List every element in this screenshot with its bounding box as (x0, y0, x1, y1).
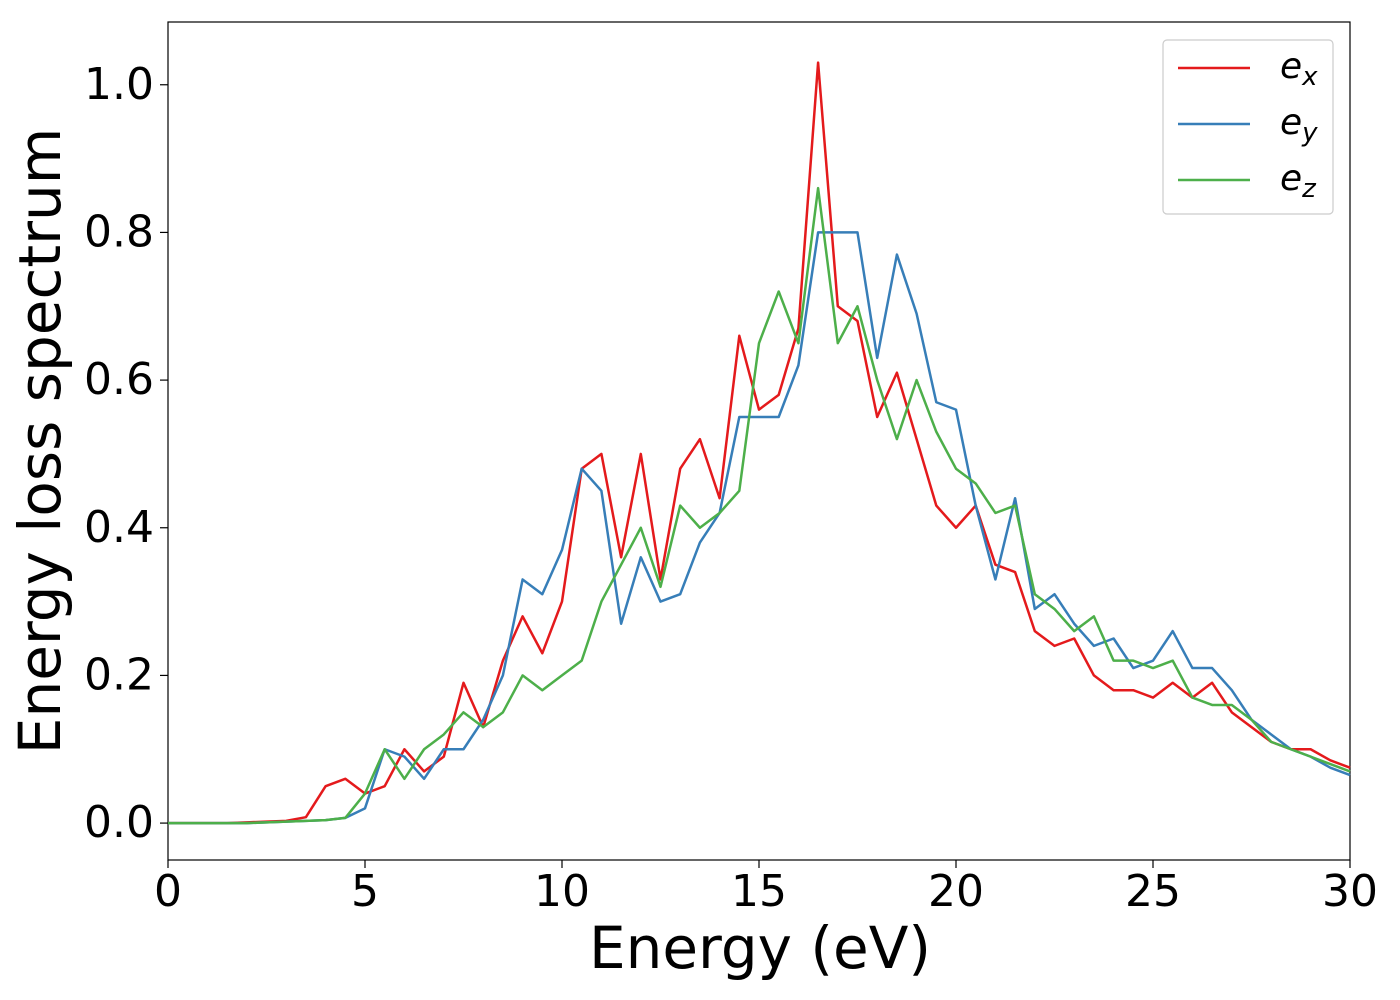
y-tick-label: 0.6 (84, 354, 154, 405)
y-axis-label: Energy loss spectrum (6, 128, 74, 754)
y-tick-label: 0.2 (84, 649, 154, 700)
legend-label: ey (1280, 102, 1318, 148)
legend-label: ez (1280, 158, 1317, 204)
series-line (168, 186, 1351, 825)
series-line (168, 231, 1351, 825)
x-tick-label: 5 (351, 866, 379, 917)
legend-box (1162, 39, 1334, 215)
plot-frame (167, 21, 1351, 861)
x-tick-label: 30 (1322, 866, 1378, 917)
y-tick-label: 1.0 (84, 59, 154, 110)
y-tick-label: 0.8 (84, 206, 154, 257)
y-tick-label: 0.4 (84, 502, 154, 553)
x-tick-label: 10 (534, 866, 590, 917)
y-tick-label: 0.0 (84, 797, 154, 848)
x-axis-label: Energy (eV) (589, 914, 931, 982)
x-tick-label: 15 (731, 866, 787, 917)
x-tick-label: 20 (928, 866, 984, 917)
x-tick-label: 25 (1125, 866, 1181, 917)
x-tick-label: 0 (154, 866, 182, 917)
legend-label: ex (1280, 46, 1318, 92)
